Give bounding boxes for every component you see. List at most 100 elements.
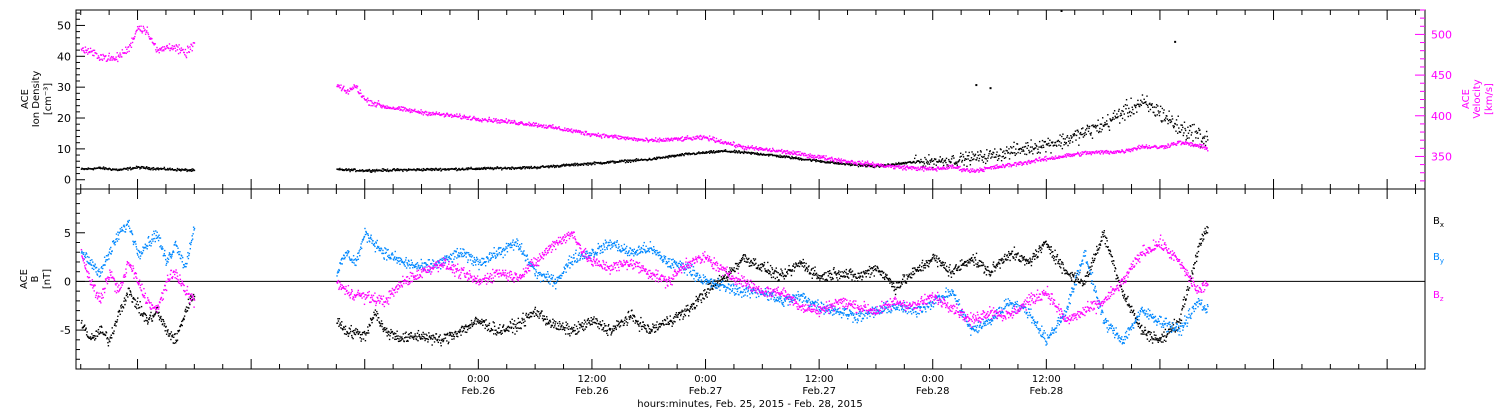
data-point [792,265,795,267]
data-point [920,160,923,163]
data-point [504,166,506,169]
data-point [1032,161,1034,163]
data-point [645,330,648,332]
data-point [1031,146,1033,148]
data-point [568,333,571,335]
data-point [1104,151,1106,153]
data-point [1036,159,1038,161]
data-point [454,168,456,171]
data-point [399,340,402,342]
data-point [1171,143,1174,145]
data-point [152,166,155,169]
data-point [907,166,909,169]
data-point [498,332,501,334]
data-point [169,49,171,52]
data-point [1113,152,1116,155]
data-point [905,162,907,165]
data-point [600,325,602,327]
data-point [580,133,582,135]
data-point [366,169,368,171]
data-point [1137,145,1139,148]
data-point [679,154,681,157]
data-point [808,155,811,157]
data-point [722,277,724,279]
data-point [162,49,164,51]
data-point [359,331,361,333]
data-point [1184,127,1186,130]
data-point [463,327,466,330]
data-point [923,161,925,163]
data-point [575,325,578,328]
data-point [447,332,449,335]
data-point [741,146,743,148]
data-point [391,170,393,172]
data-point [566,128,568,130]
data-point [667,137,669,140]
data-point [417,339,419,342]
data-point [140,25,142,27]
data-point [119,168,122,170]
data-point [431,169,433,172]
data-point [659,139,661,142]
data-point [1100,131,1102,133]
data-point [662,140,664,142]
data-point [107,58,109,60]
data-point [474,168,477,171]
data-point [1170,143,1173,145]
data-point [921,161,924,163]
data-point [511,318,513,321]
data-point [461,331,464,333]
data-point [465,168,467,171]
data-point [389,335,391,337]
data-point [417,110,419,112]
data-point [119,310,121,312]
data-point [633,314,635,317]
data-point [938,159,940,161]
data-point [653,331,656,333]
data-point [398,340,401,342]
data-point [158,319,161,321]
data-point [1045,143,1048,146]
data-point [995,153,998,156]
data-point [1132,148,1135,150]
top-left-tick-label: 0 [64,174,71,187]
data-point [1133,113,1135,115]
data-point [159,47,161,50]
data-point [670,319,672,322]
data-point [686,136,688,139]
data-point [629,316,631,319]
data-point [722,141,724,143]
data-point [603,162,606,165]
data-point [552,322,555,324]
data-point [122,168,124,171]
data-point [1075,139,1077,141]
data-point [408,333,411,335]
data-point [1002,155,1004,158]
data-point [456,335,458,337]
data-point [665,137,667,140]
data-point [899,165,901,167]
data-point [484,324,487,326]
data-point [746,146,749,149]
data-point [161,50,163,52]
data-point [606,332,608,335]
data-point [998,166,1001,169]
data-point [362,331,364,334]
data-point [636,138,638,140]
data-point [533,165,536,168]
data-point [729,142,732,144]
data-point [455,333,458,335]
data-point [474,318,476,320]
data-point [539,315,541,317]
data-point [624,319,626,322]
data-point [1012,163,1015,166]
data-point [1015,161,1017,164]
data-point [526,123,528,125]
data-point [99,326,101,328]
data-point [628,160,631,162]
data-point [500,333,502,335]
data-point [430,338,432,340]
data-point [1042,159,1045,162]
data-point [730,272,732,274]
data-point [595,135,598,137]
